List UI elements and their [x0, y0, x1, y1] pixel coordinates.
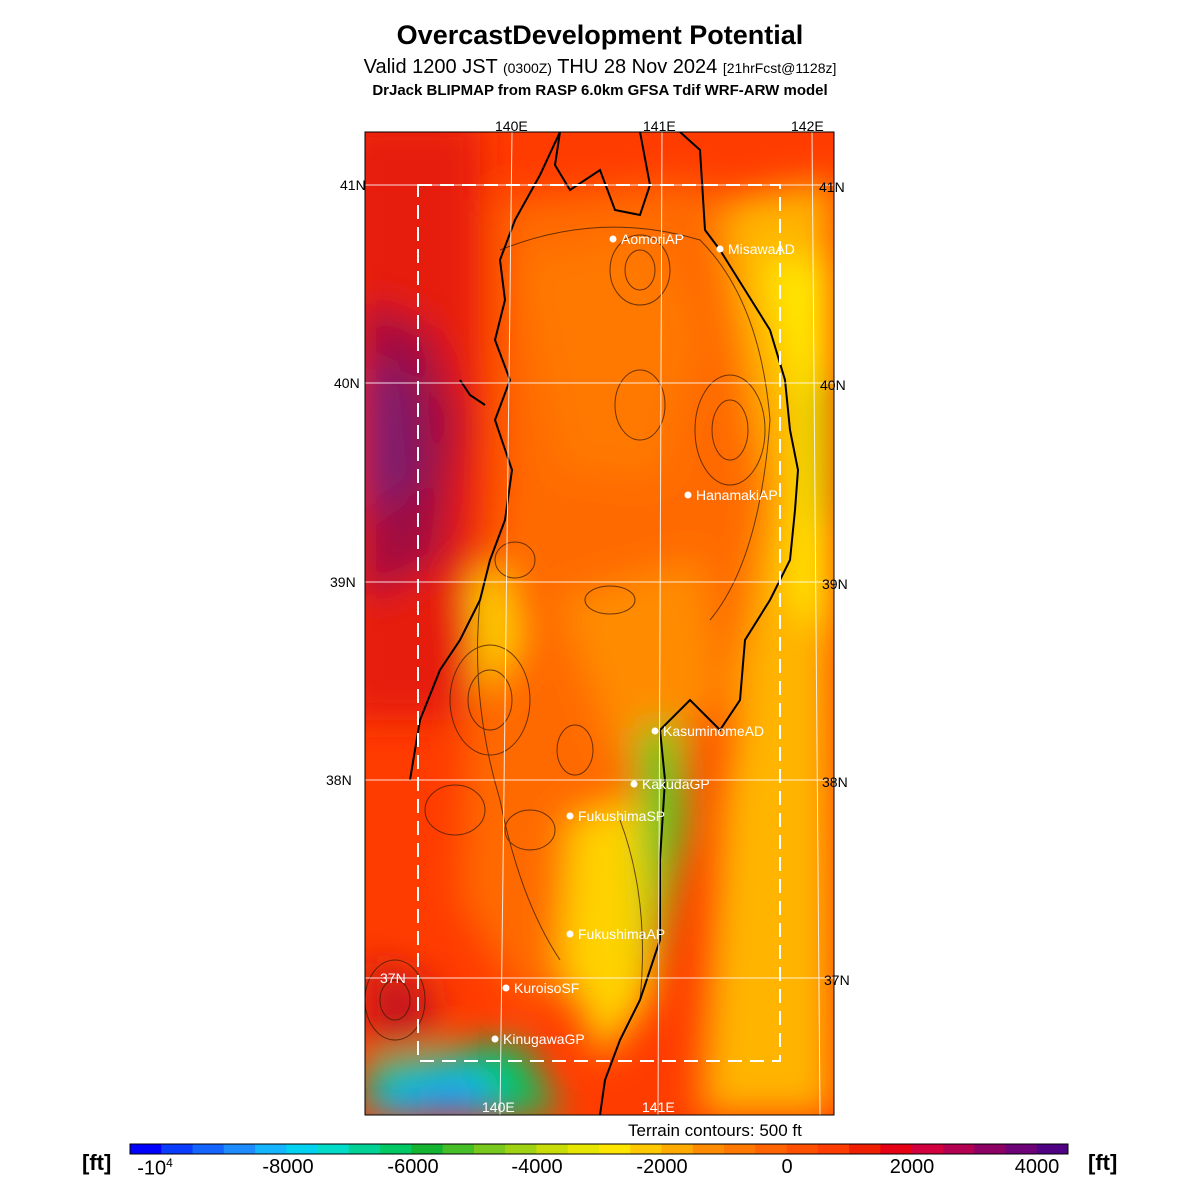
station-label: HanamakiAP — [696, 487, 778, 503]
colorbar-swatch — [223, 1144, 256, 1154]
colorbar-swatch — [442, 1144, 475, 1154]
station-marker — [502, 984, 510, 992]
colorbar-swatch — [505, 1144, 537, 1154]
map-title: OvercastDevelopment Potential — [396, 20, 804, 50]
station-label: MisawaAD — [728, 241, 795, 257]
lon-label-top: 142E — [791, 118, 824, 134]
model-subtitle: DrJack BLIPMAP from RASP 6.0km GFSA Tdif… — [372, 82, 828, 99]
colorbar-tick-label: 0 — [781, 1156, 793, 1178]
terrain-contour-note: Terrain contours: 500 ft — [628, 1121, 802, 1140]
station-marker — [630, 780, 638, 788]
colorbar-swatch — [161, 1144, 194, 1154]
station-marker — [491, 1035, 499, 1043]
station-label: KuroisoSF — [514, 980, 579, 996]
lat-label-left: 40N — [334, 375, 360, 391]
inner-domain-box — [417, 184, 781, 1062]
colorbar-tick-label: -2000 — [636, 1156, 688, 1178]
colorbar-swatch — [880, 1144, 913, 1154]
lon-label-top: 141E — [643, 118, 676, 134]
colorbar-swatch — [974, 1144, 1006, 1154]
station-marker — [566, 812, 574, 820]
lat-label-right: 40N — [820, 377, 846, 393]
colorbar-swatch — [255, 1144, 287, 1154]
colorbar-swatch — [380, 1144, 412, 1154]
lat-label-right: 38N — [822, 774, 848, 790]
station-label: KakudaGP — [642, 776, 710, 792]
colorbar-tick-label: -104 — [137, 1156, 173, 1180]
lat-label-right: 41N — [819, 179, 845, 195]
colorbar-swatch — [661, 1144, 694, 1154]
colorbar — [129, 1143, 1069, 1155]
colorbar-tick-label: 2000 — [889, 1156, 935, 1178]
coastline — [409, 132, 800, 1115]
lat-label-left: 39N — [330, 574, 356, 590]
station-label: KasuminomeAD — [663, 723, 764, 739]
lat-label-left: 41N — [340, 177, 366, 193]
colorbar-swatch — [286, 1144, 319, 1154]
colorbar-swatch — [630, 1144, 663, 1154]
colorbar-tick-label: -8000 — [262, 1156, 314, 1178]
graticule — [365, 132, 834, 1115]
colorbar-swatch — [411, 1144, 444, 1154]
colorbar-swatch — [724, 1144, 756, 1154]
station-label: AomoriAP — [621, 231, 684, 247]
colorbar-swatch — [130, 1144, 162, 1154]
lat-label-left: 37N — [380, 970, 406, 986]
lat-label-left: 38N — [326, 772, 352, 788]
station-marker — [609, 235, 617, 243]
colorbar-swatch — [911, 1144, 944, 1154]
lon-label-top: 140E — [495, 118, 528, 134]
colorbar-swatch — [692, 1144, 725, 1154]
colorbar-swatch — [317, 1144, 350, 1154]
colorbar-swatch — [1005, 1144, 1038, 1154]
colorbar-swatch — [786, 1144, 819, 1154]
valid-utc: (0300Z) — [502, 60, 552, 76]
colorbar-unit-left: [ft] — [82, 1150, 112, 1175]
colorbar-tick-label: -6000 — [387, 1156, 439, 1178]
colorbar-swatch — [755, 1144, 788, 1154]
colorbar-tick-label: -4000 — [511, 1156, 563, 1178]
colorbar-swatch — [817, 1144, 850, 1154]
colorbar-frame — [129, 1143, 1069, 1155]
colorbar-unit-right: [ft] — [1088, 1150, 1118, 1175]
station-label: KinugawaGP — [503, 1031, 585, 1047]
lat-label-right: 39N — [822, 576, 848, 592]
potential-field — [365, 132, 834, 1115]
station-marker — [684, 491, 692, 499]
lon-label-bottom: 140E — [482, 1099, 515, 1115]
colorbar-tick-label: 4000 — [1014, 1156, 1060, 1178]
station-marker — [716, 245, 724, 253]
station-marker — [566, 930, 574, 938]
station-label: FukushimaAP — [578, 926, 665, 942]
colorbar-swatch — [536, 1144, 569, 1154]
colorbar-swatch — [348, 1144, 381, 1154]
valid-prefix: Valid 1200 JST — [363, 56, 498, 78]
valid-time-line: Valid 1200 JST (0300Z) THU 28 Nov 2024 [… — [0, 56, 1200, 79]
colorbar-swatch — [942, 1144, 975, 1154]
colorbar-swatch — [192, 1144, 225, 1154]
station-label: FukushimaSP — [578, 808, 665, 824]
valid-date: THU 28 Nov 2024 — [557, 56, 718, 78]
colorbar-swatch — [849, 1144, 881, 1154]
colorbar-swatch — [1036, 1144, 1069, 1154]
map-frame — [364, 131, 835, 1116]
colorbar-swatch — [473, 1144, 506, 1154]
colorbar-swatch — [567, 1144, 600, 1154]
station-marker — [651, 727, 659, 735]
lon-label-bottom: 141E — [642, 1099, 675, 1115]
terrain-contours — [365, 226, 771, 1041]
lat-label-right: 37N — [824, 972, 850, 988]
colorbar-swatch — [599, 1144, 631, 1154]
forecast-info: [21hrFcst@1128z] — [722, 60, 837, 76]
